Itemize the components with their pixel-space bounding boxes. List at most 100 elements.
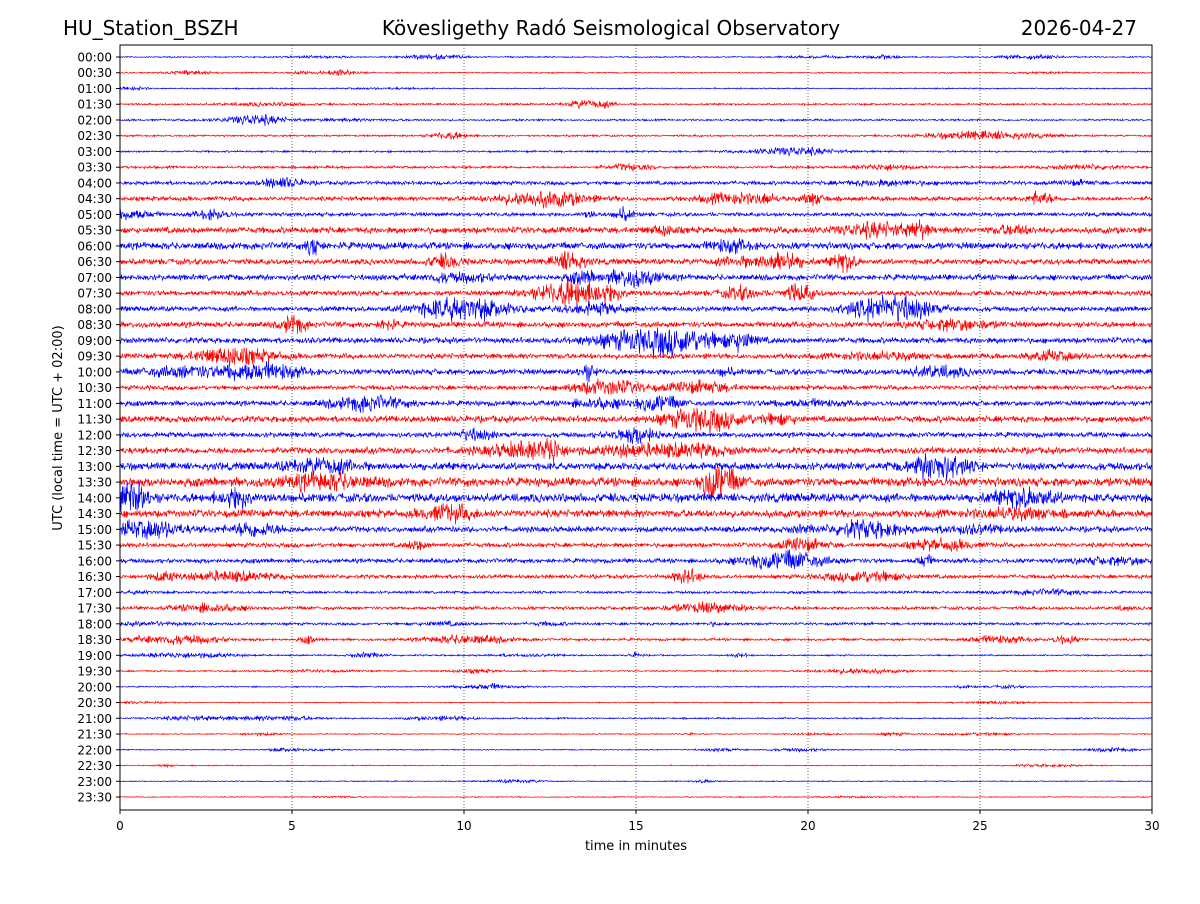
trace-2300 xyxy=(119,778,1152,784)
y-tick-label: 02:30 xyxy=(77,129,112,143)
y-tick-label: 22:00 xyxy=(77,743,112,757)
y-tick-label: 08:30 xyxy=(77,318,112,332)
y-tick-label: 03:30 xyxy=(77,161,112,175)
x-tick-label: 5 xyxy=(288,819,296,833)
trace-1200 xyxy=(119,427,1153,445)
y-tick-label: 17:30 xyxy=(77,602,112,616)
x-axis-label: time in minutes xyxy=(585,839,687,854)
trace-0330 xyxy=(119,162,1153,173)
y-tick-label: 00:00 xyxy=(77,51,112,65)
trace-1430 xyxy=(119,502,1153,525)
y-tick-label: 22:30 xyxy=(77,759,112,773)
y-tick-label: 20:00 xyxy=(77,680,112,694)
y-tick-label: 12:30 xyxy=(77,444,112,458)
x-axis: 0 5 10 15 20 25 30 xyxy=(116,810,1160,833)
trace-1830 xyxy=(119,634,1152,646)
trace-1630 xyxy=(119,568,1153,584)
trace-1030 xyxy=(119,378,1153,395)
trace-0930 xyxy=(119,347,1153,367)
trace-1400 xyxy=(119,480,1153,512)
trace-1000 xyxy=(119,361,1153,383)
chart-title: Kövesligethy Radó Seismological Observat… xyxy=(382,16,840,40)
trace-0530 xyxy=(119,219,1153,241)
trace-1300 xyxy=(119,453,1153,482)
y-tick-label: 07:00 xyxy=(77,271,112,285)
y-tick-label: 23:30 xyxy=(77,791,112,805)
trace-0500 xyxy=(119,205,1153,222)
chart-date: 2026-04-27 xyxy=(1021,16,1137,40)
y-tick-label: 21:30 xyxy=(77,728,112,742)
y-tick-label: 10:30 xyxy=(77,381,112,395)
y-tick-label: 01:30 xyxy=(77,98,112,112)
y-tick-label: 19:30 xyxy=(77,665,112,679)
trace-0100 xyxy=(119,85,1153,92)
trace-1130 xyxy=(119,407,1153,434)
trace-1930 xyxy=(119,667,1153,676)
x-tick-label: 0 xyxy=(116,819,124,833)
trace-0430 xyxy=(119,190,1153,209)
y-tick-label: 07:30 xyxy=(77,287,112,301)
y-tick-label: 14:00 xyxy=(77,491,112,505)
y-tick-label: 21:00 xyxy=(77,712,112,726)
y-tick-label: 10:00 xyxy=(77,365,112,379)
trace-1530 xyxy=(119,537,1153,552)
trace-1700 xyxy=(119,587,1153,597)
x-tick-label: 15 xyxy=(628,819,643,833)
trace-0800 xyxy=(119,293,1153,324)
trace-0030 xyxy=(119,68,1153,77)
y-tick-label: 05:30 xyxy=(77,224,112,238)
trace-2330 xyxy=(120,795,1153,799)
x-tick-label: 30 xyxy=(1144,819,1159,833)
trace-2000 xyxy=(119,682,1153,690)
trace-0400 xyxy=(119,176,1153,189)
trace-1730 xyxy=(119,601,1153,614)
y-tick-label: 23:00 xyxy=(77,775,112,789)
trace-1800 xyxy=(119,620,1153,628)
trace-0630 xyxy=(119,250,1153,274)
trace-1900 xyxy=(119,651,1153,659)
trace-0130 xyxy=(120,99,1153,110)
y-tick-label: 11:00 xyxy=(77,397,112,411)
y-tick-label: 13:30 xyxy=(77,476,112,490)
y-axis-label: UTC (local time = UTC + 02:00) xyxy=(51,325,66,530)
trace-0000 xyxy=(119,53,1153,61)
y-tick-label: 09:30 xyxy=(77,350,112,364)
trace-0700 xyxy=(119,268,1153,289)
y-tick-label: 04:00 xyxy=(77,176,112,190)
y-tick-label: 16:30 xyxy=(77,570,112,584)
x-tick-label: 25 xyxy=(972,819,987,833)
y-tick-label: 18:30 xyxy=(77,633,112,647)
trace-0600 xyxy=(119,237,1153,256)
y-tick-label: 00:30 xyxy=(77,66,112,80)
trace-1230 xyxy=(119,437,1153,464)
trace-1600 xyxy=(119,549,1153,570)
y-tick-label: 08:00 xyxy=(77,302,112,316)
y-tick-label: 19:00 xyxy=(77,649,112,663)
y-tick-label: 06:00 xyxy=(77,239,112,253)
y-tick-label: 14:30 xyxy=(77,507,112,521)
trace-0730 xyxy=(119,277,1153,307)
y-tick-label: 13:00 xyxy=(77,460,112,474)
trace-0200 xyxy=(119,113,1153,126)
traces xyxy=(119,53,1153,799)
trace-2200 xyxy=(119,746,1153,753)
grid-lines xyxy=(291,45,981,810)
trace-0900 xyxy=(119,327,1153,359)
y-tick-label: 05:00 xyxy=(77,208,112,222)
y-tick-label: 12:00 xyxy=(77,428,112,442)
trace-1330 xyxy=(119,466,1153,500)
y-tick-label: 20:30 xyxy=(77,696,112,710)
trace-2230 xyxy=(119,763,1153,769)
y-tick-label: 15:30 xyxy=(77,539,112,553)
y-tick-label: 06:30 xyxy=(77,255,112,269)
y-tick-label: 17:00 xyxy=(77,586,112,600)
trace-0830 xyxy=(119,315,1153,334)
y-tick-label: 02:00 xyxy=(77,113,112,127)
trace-2100 xyxy=(119,714,1153,722)
trace-1100 xyxy=(119,394,1153,413)
y-tick-label: 18:00 xyxy=(77,617,112,631)
trace-2130 xyxy=(119,731,1153,738)
trace-0230 xyxy=(119,130,1153,141)
trace-2030 xyxy=(120,700,1153,706)
